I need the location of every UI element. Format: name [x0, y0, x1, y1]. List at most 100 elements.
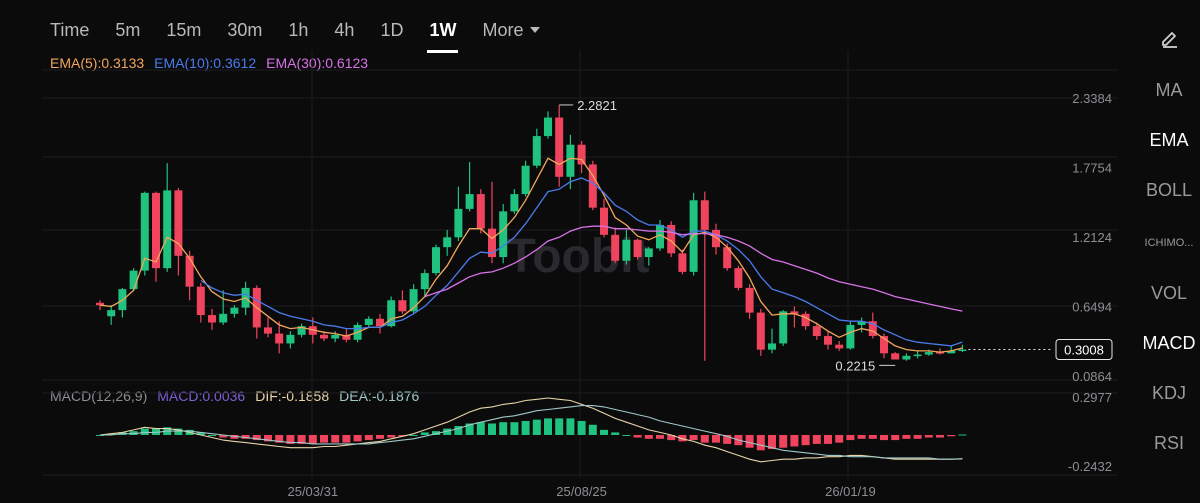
indicator-vol[interactable]: VOL [1150, 283, 1188, 303]
candle-body [768, 343, 776, 350]
indicator-rsi[interactable]: RSI [1153, 433, 1184, 453]
candle-body [185, 255, 194, 287]
edit-icon[interactable] [1160, 28, 1180, 48]
macd-bar [812, 434, 821, 444]
candle-body [756, 312, 765, 350]
candle-body [275, 333, 284, 344]
tab-30m[interactable]: 30m [225, 16, 264, 45]
macd-bar [600, 429, 608, 435]
indicator-ma[interactable]: MA [1155, 80, 1183, 100]
macd-bar [196, 432, 205, 435]
macd-bar [633, 434, 642, 438]
macd-bar [252, 434, 261, 441]
candle-body [174, 190, 183, 256]
candle-body [667, 224, 676, 254]
tab-label: More [482, 19, 524, 40]
tab-1d[interactable]: 1D [378, 16, 405, 45]
candle-body [936, 352, 944, 354]
low-annotation: 0.2215 [835, 358, 875, 373]
candle-body [857, 321, 866, 325]
price-tick-label: 2.3384 [1072, 91, 1112, 106]
macd-bar [342, 434, 351, 443]
candle-body [801, 313, 810, 327]
candle-body [96, 302, 104, 306]
ema-legend: EMA(5):0.3133 EMA(10):0.3612 EMA(30):0.612… [50, 55, 378, 71]
macd-bar [622, 434, 631, 436]
ema30-legend: EMA(30):0.6123 [266, 55, 369, 71]
x-tick-label: 25/08/25 [556, 484, 607, 499]
tab-label: Time [50, 19, 90, 40]
candle-body [600, 207, 608, 235]
candle-body [465, 194, 474, 209]
candle-body [532, 136, 541, 166]
dif-legend: DIF:-0.1858 [255, 388, 330, 404]
candle-body [544, 117, 552, 137]
macd-bar [801, 434, 810, 446]
macd-tick-label: -0.2432 [1068, 459, 1112, 474]
indicator-macd[interactable]: MACD [1142, 333, 1196, 353]
timeframe-tabs: Time 5m 15m 30m 1h 4h 1D 1W More [48, 12, 564, 53]
candle-body [689, 200, 698, 272]
macd-bar [555, 418, 564, 435]
indicator-kdj[interactable]: KDJ [1151, 383, 1186, 403]
tab-1h[interactable]: 1h [286, 16, 310, 45]
macd-bar [152, 428, 160, 435]
indicator-boll[interactable]: BOLL [1145, 180, 1193, 200]
x-tick-label: 26/01/19 [825, 484, 876, 499]
tab-5m[interactable]: 5m [113, 16, 142, 45]
candle-body [409, 289, 418, 312]
tab-label: 4h [334, 19, 355, 40]
macd-bar [689, 434, 698, 441]
macd-bar [264, 434, 272, 442]
candle-body [286, 334, 295, 344]
tab-label: 1W [429, 19, 457, 40]
candle-body [476, 194, 485, 229]
candle-body [342, 334, 351, 340]
candle-body [790, 311, 799, 314]
macd-bar [230, 434, 239, 439]
macd-bar [779, 434, 788, 448]
candle-body [644, 248, 653, 258]
candle-body [745, 287, 754, 313]
macd-bar [331, 434, 340, 443]
candle-body [320, 334, 328, 339]
candle-body [521, 165, 530, 195]
macd-bar [544, 418, 552, 435]
ema10-legend: EMA(10):0.3612 [154, 55, 257, 71]
macd-legend: MACD(12,26,9) MACD:0.0036 DIF:-0.1858 DEA:-… [50, 388, 429, 404]
tab-1w[interactable]: 1W [427, 16, 459, 53]
macd-bar [947, 434, 956, 437]
indicator-ema[interactable]: EMA [1149, 130, 1189, 150]
price-tick-label: 1.2124 [1072, 230, 1112, 245]
indicator-ichimo[interactable]: ICHIMO... [1144, 237, 1194, 249]
macd-bar [219, 434, 228, 438]
tab-15m[interactable]: 15m [164, 16, 203, 45]
tab-4h[interactable]: 4h [332, 16, 356, 45]
candle-body [129, 270, 138, 290]
candle-body [398, 300, 407, 312]
candle-body [734, 268, 743, 288]
tab-more[interactable]: More [480, 16, 542, 45]
candle-body [835, 344, 844, 349]
macd-bar [678, 434, 687, 442]
macd-bar [656, 434, 664, 439]
macd-bar [835, 434, 844, 443]
macd-bar [320, 434, 328, 443]
candle-body [588, 164, 597, 208]
price-tick-label: 0.6494 [1072, 300, 1112, 315]
candle-body [555, 117, 564, 177]
macd-bar [376, 434, 384, 439]
candle-body [723, 247, 732, 269]
macd-bar [566, 418, 575, 435]
price-tick-label: 1.7754 [1072, 161, 1112, 176]
macd-bar [588, 424, 597, 435]
macd-bar [846, 434, 855, 441]
candle-body [196, 286, 205, 316]
tab-time[interactable]: Time [48, 16, 91, 45]
tab-label: 1D [380, 19, 404, 40]
candle-body [152, 192, 160, 269]
candle-body [868, 321, 877, 337]
candle-body [443, 237, 452, 248]
candle-body [622, 239, 631, 261]
price-tick-label: 0.0864 [1072, 369, 1112, 384]
